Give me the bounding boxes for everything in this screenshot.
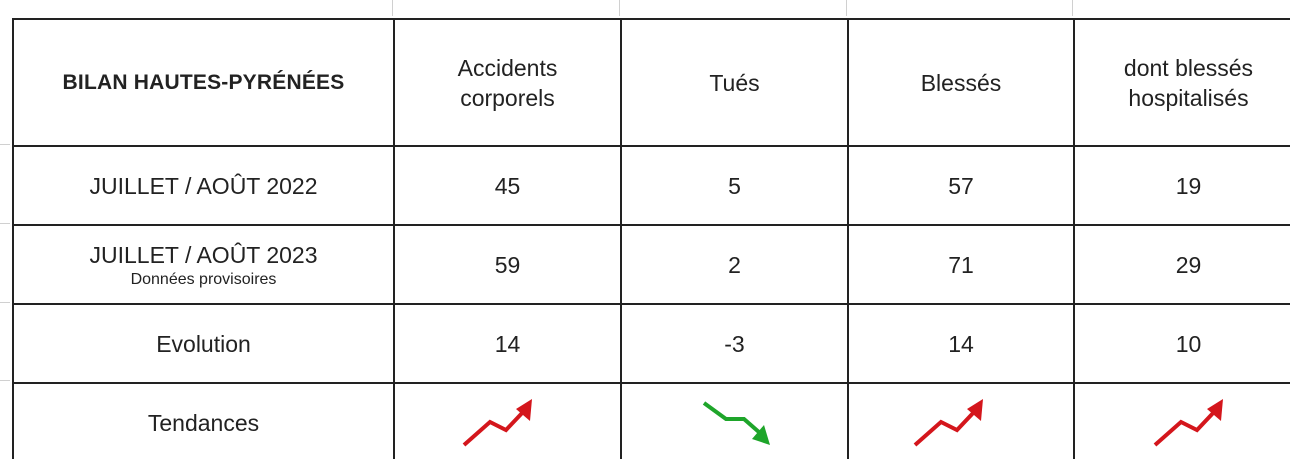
cell: -3 (620, 303, 849, 384)
cell: 5 (620, 145, 849, 226)
row-label: Evolution (12, 303, 395, 384)
row: Tendances (12, 382, 1290, 459)
trend-up-icon (913, 398, 983, 446)
header-cell: BILAN HAUTES-PYRÉNÉES (12, 18, 395, 147)
header-cell: Blessés (847, 18, 1075, 147)
cell: 59 (393, 224, 622, 305)
row: JUILLET / AOÛT 2022 45 5 57 19 (12, 145, 1290, 226)
cell: 29 (1073, 224, 1290, 305)
sheet-grid (0, 223, 10, 224)
sheet-grid (846, 0, 847, 16)
row-note: Données provisoires (130, 270, 277, 288)
trend-cell (1073, 382, 1290, 459)
cell: 2 (620, 224, 849, 305)
cell: 14 (393, 303, 622, 384)
row-label: JUILLET / AOÛT 2023 (89, 241, 318, 268)
sheet-grid (1072, 0, 1073, 16)
trend-down-icon (702, 400, 770, 445)
table: BILAN HAUTES-PYRÉNÉES Accidents corporel… (12, 18, 1290, 459)
row: JUILLET / AOÛT 2023 Données provisoires 5… (12, 224, 1290, 305)
sheet-grid (392, 0, 393, 16)
header-cell: Tués (620, 18, 849, 147)
row: Evolution 14 -3 14 10 (12, 303, 1290, 384)
trend-up-icon (1153, 398, 1223, 446)
row-label: Tendances (12, 382, 395, 459)
trend-cell (847, 382, 1075, 459)
sheet-grid (0, 302, 10, 303)
trend-cell (620, 382, 849, 459)
header-cell: dont blessés hospitalisés (1073, 18, 1290, 147)
sheet-grid (0, 144, 10, 145)
cell: 45 (393, 145, 622, 226)
sheet-grid (619, 0, 620, 16)
cell: 57 (847, 145, 1075, 226)
sheet-grid (0, 380, 10, 381)
trend-up-icon (462, 398, 532, 446)
row-label-cell: JUILLET / AOÛT 2023 Données provisoires (12, 224, 395, 305)
cell: 19 (1073, 145, 1290, 226)
cell: 14 (847, 303, 1075, 384)
header-row: BILAN HAUTES-PYRÉNÉES Accidents corporel… (12, 18, 1290, 147)
row-label: JUILLET / AOÛT 2022 (12, 145, 395, 226)
cell: 10 (1073, 303, 1290, 384)
trend-cell (393, 382, 622, 459)
cell: 71 (847, 224, 1075, 305)
header-cell: Accidents corporels (393, 18, 622, 147)
